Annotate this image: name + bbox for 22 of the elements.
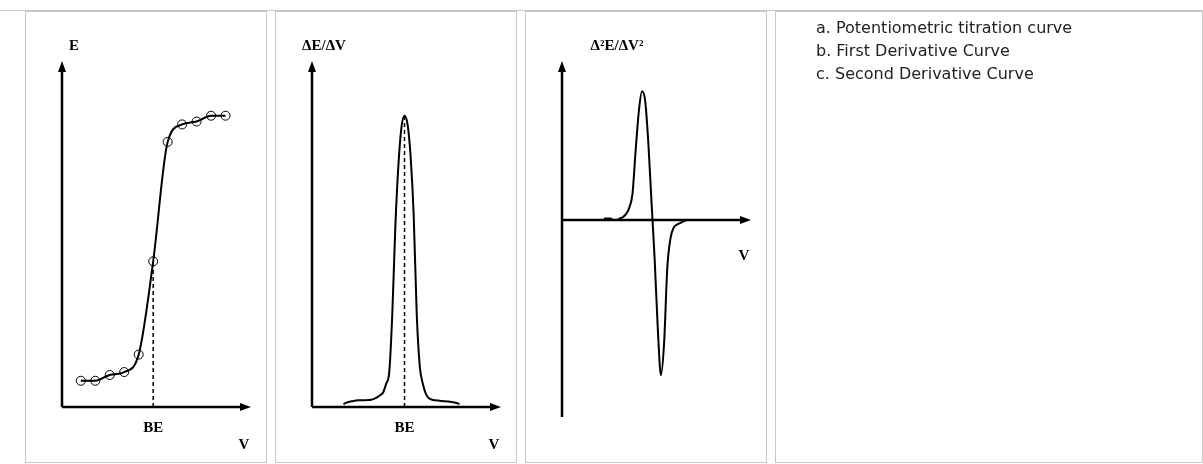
y-axis-title: Δ²E/ΔV² xyxy=(590,37,644,53)
point xyxy=(90,375,101,386)
text: BE xyxy=(143,419,164,435)
point xyxy=(220,110,231,121)
point xyxy=(104,369,115,380)
point xyxy=(162,136,173,147)
y-axis-title: E xyxy=(68,37,80,53)
text: a. Potentiometric titration curve xyxy=(816,17,1074,39)
x-axis-title: V xyxy=(738,247,750,264)
y-axis-title: ΔE/ΔV xyxy=(302,37,347,53)
point xyxy=(206,110,217,121)
point xyxy=(133,349,144,360)
x-axis-title: V xyxy=(238,436,250,452)
text: BE xyxy=(394,419,415,435)
text: b. First Derivative Curve xyxy=(816,40,1011,62)
point xyxy=(148,256,159,267)
x-axis-title: V xyxy=(488,436,500,452)
point xyxy=(191,116,202,127)
text: c. Second Derivative Curve xyxy=(816,63,1035,85)
point xyxy=(75,375,86,386)
point xyxy=(119,367,130,378)
point xyxy=(177,119,188,130)
